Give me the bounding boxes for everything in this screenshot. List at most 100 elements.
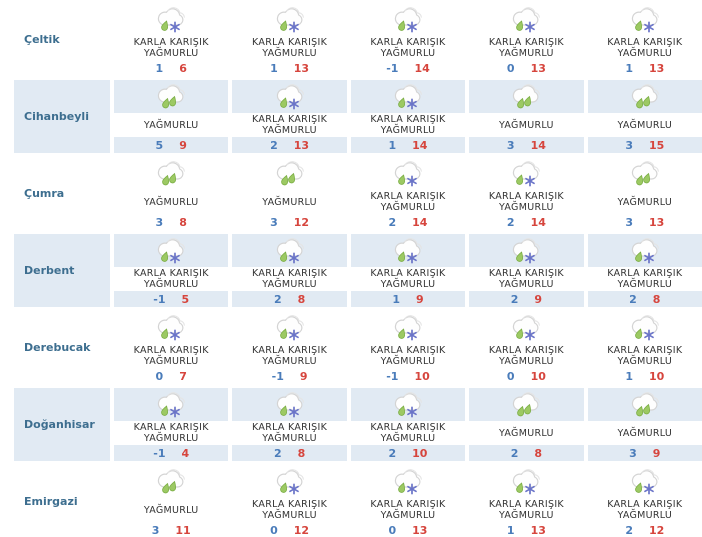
forecast-cell: KARLA KARIŞIK YAĞMURLU 2 8: [587, 234, 702, 307]
high-temp: 13: [530, 523, 546, 537]
sleet-icon: [232, 80, 347, 113]
forecast-cell: KARLA KARIŞIK YAĞMURLU 2 9: [469, 234, 584, 307]
high-temp: 10: [412, 446, 428, 460]
condition-label: YAĞMURLU: [114, 190, 229, 214]
condition-label: YAĞMURLU: [469, 113, 584, 137]
forecast-cell: KARLA KARIŞIK YAĞMURLU 1 13: [469, 465, 584, 537]
low-temp: 2: [506, 215, 515, 229]
forecast-row: Çumra YAĞMURLU 3 8 YAĞMURLU 3 12 KARLA KARIŞIK …: [14, 157, 702, 230]
low-temp: 2: [273, 292, 282, 306]
low-temp: -1: [386, 61, 399, 75]
forecast-cell: KARLA KARIŞIK YAĞMURLU 2 13: [232, 80, 347, 153]
forecast-cell: KARLA KARIŞIK YAĞMURLU -1 14: [350, 3, 466, 76]
high-temp: 13: [648, 61, 665, 75]
sleet-icon: [114, 3, 229, 36]
high-temp: 4: [181, 446, 190, 460]
forecast-cell: KARLA KARIŞIK YAĞMURLU 0 12: [232, 465, 347, 537]
forecast-cell: KARLA KARIŞIK YAĞMURLU 0 13: [469, 3, 584, 76]
sleet-icon: [350, 80, 466, 113]
condition-label: KARLA KARIŞIK YAĞMURLU: [114, 344, 229, 368]
condition-label: KARLA KARIŞIK YAĞMURLU: [350, 190, 466, 214]
forecast-cell: YAĞMURLU 3 9: [587, 388, 702, 461]
low-temp: -1: [153, 292, 166, 306]
temperature-range: 3 11: [114, 522, 229, 537]
temperature-range: 0 13: [350, 522, 466, 537]
temperature-range: 1 13: [232, 60, 347, 76]
condition-label: KARLA KARIŞIK YAĞMURLU: [587, 344, 702, 368]
high-temp: 12: [293, 523, 310, 537]
high-temp: 8: [652, 292, 661, 306]
condition-label: KARLA KARIŞIK YAĞMURLU: [232, 344, 347, 368]
sleet-icon: [587, 311, 702, 344]
forecast-cell: YAĞMURLU 2 8: [469, 388, 584, 461]
sleet-icon: [114, 234, 229, 267]
condition-label: YAĞMURLU: [114, 113, 229, 137]
temperature-range: -1 4: [114, 445, 229, 461]
low-temp: 0: [506, 61, 515, 75]
temperature-range: 1 10: [587, 368, 702, 384]
sleet-icon: [232, 234, 347, 267]
rain-icon: [114, 157, 229, 190]
district-link[interactable]: Cihanbeyli: [14, 80, 110, 153]
high-temp: 6: [179, 61, 187, 75]
temperature-range: 2 14: [469, 214, 584, 230]
condition-label: KARLA KARIŞIK YAĞMURLU: [469, 344, 584, 368]
high-temp: 14: [530, 215, 546, 229]
sleet-icon: [114, 388, 229, 421]
district-link[interactable]: Derebucak: [14, 311, 110, 384]
low-temp: 2: [388, 446, 397, 460]
forecast-cell: KARLA KARIŞIK YAĞMURLU 2 14: [350, 157, 466, 230]
district-link[interactable]: Çeltik: [14, 3, 110, 76]
sleet-icon: [232, 311, 347, 344]
high-temp: 14: [412, 138, 428, 152]
low-temp: 1: [392, 292, 400, 306]
temperature-range: -1 14: [350, 60, 466, 76]
forecast-row: Derebucak KARLA KARIŞIK YAĞMURLU 0 7 KARLA K…: [14, 311, 702, 384]
temperature-range: 3 12: [232, 214, 347, 230]
sleet-icon: [469, 465, 584, 498]
district-link[interactable]: Çumra: [14, 157, 110, 230]
low-temp: -1: [386, 369, 399, 383]
forecast-cell: KARLA KARIŞIK YAĞMURLU 0 10: [469, 311, 584, 384]
condition-label: KARLA KARIŞIK YAĞMURLU: [232, 498, 347, 522]
low-temp: 2: [510, 292, 519, 306]
condition-label: YAĞMURLU: [587, 190, 702, 214]
rain-icon: [587, 388, 702, 421]
high-temp: 14: [530, 138, 546, 152]
district-link[interactable]: Derbent: [14, 234, 110, 307]
sleet-icon: [350, 3, 466, 36]
forecast-cell: KARLA KARIŞIK YAĞMURLU -1 4: [114, 388, 229, 461]
district-link[interactable]: Emirgazi: [14, 465, 110, 537]
sleet-icon: [350, 311, 466, 344]
sleet-icon: [469, 234, 584, 267]
forecast-cell: KARLA KARIŞIK YAĞMURLU 2 14: [469, 157, 584, 230]
low-temp: 0: [155, 369, 164, 383]
low-temp: 1: [625, 369, 633, 383]
rain-icon: [114, 465, 229, 498]
low-temp: 0: [270, 523, 278, 537]
high-temp: 5: [181, 292, 190, 306]
forecast-cell: YAĞMURLU 3 12: [232, 157, 347, 230]
low-temp: 3: [625, 215, 633, 229]
condition-label: KARLA KARIŞIK YAĞMURLU: [469, 36, 584, 60]
forecast-cell: YAĞMURLU 3 11: [114, 465, 229, 537]
sleet-icon: [114, 311, 229, 344]
low-temp: 3: [625, 138, 633, 152]
low-temp: 3: [151, 523, 160, 537]
temperature-range: 0 12: [232, 522, 347, 537]
low-temp: 2: [270, 138, 278, 152]
high-temp: 13: [648, 215, 665, 229]
district-link[interactable]: Doğanhisar: [14, 388, 110, 461]
rain-icon: [469, 388, 584, 421]
sleet-icon: [350, 234, 466, 267]
condition-label: KARLA KARIŞIK YAĞMURLU: [350, 267, 466, 291]
condition-label: KARLA KARIŞIK YAĞMURLU: [232, 113, 347, 137]
condition-label: KARLA KARIŞIK YAĞMURLU: [232, 421, 347, 445]
forecast-cell: KARLA KARIŞIK YAĞMURLU 1 9: [350, 234, 466, 307]
temperature-range: 1 13: [469, 522, 584, 537]
sleet-icon: [350, 465, 466, 498]
temperature-range: 0 10: [469, 368, 584, 384]
